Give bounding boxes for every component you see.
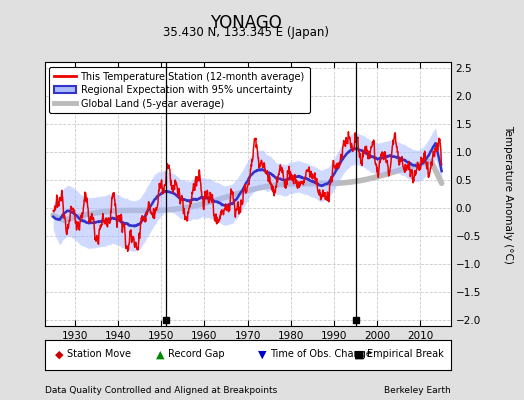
- Text: ▲: ▲: [156, 350, 165, 359]
- Text: Data Quality Controlled and Aligned at Breakpoints: Data Quality Controlled and Aligned at B…: [45, 386, 277, 395]
- Text: YONAGO: YONAGO: [211, 14, 282, 32]
- Text: ▼: ▼: [258, 350, 266, 359]
- Text: Time of Obs. Change: Time of Obs. Change: [270, 350, 372, 359]
- Text: 35.430 N, 133.345 E (Japan): 35.430 N, 133.345 E (Japan): [163, 26, 329, 39]
- Y-axis label: Temperature Anomaly (°C): Temperature Anomaly (°C): [503, 124, 513, 264]
- Text: Empirical Break: Empirical Break: [367, 350, 444, 359]
- Text: ■: ■: [354, 350, 365, 359]
- Text: Berkeley Earth: Berkeley Earth: [384, 386, 451, 395]
- Text: Station Move: Station Move: [67, 350, 131, 359]
- Text: ◆: ◆: [54, 350, 63, 359]
- Legend: This Temperature Station (12-month average), Regional Expectation with 95% uncer: This Temperature Station (12-month avera…: [49, 67, 310, 113]
- Text: Record Gap: Record Gap: [168, 350, 225, 359]
